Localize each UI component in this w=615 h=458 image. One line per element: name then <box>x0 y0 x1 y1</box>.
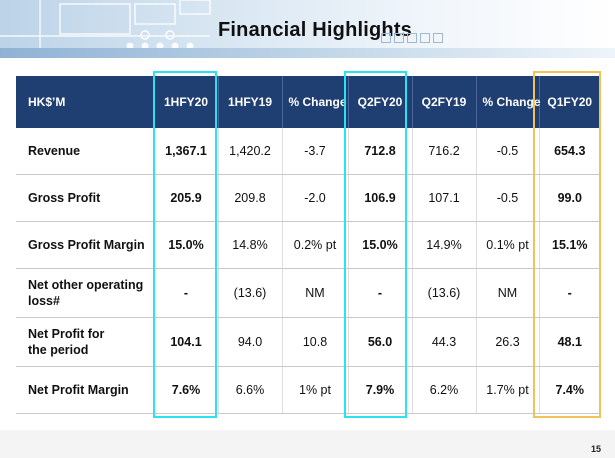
cell-q2fy20: 106.9 <box>348 174 413 222</box>
cell-q2fy20: 56.0 <box>348 317 413 367</box>
column-header-q2fy19: Q2FY19 <box>412 76 477 128</box>
cell-q2fy20: 712.8 <box>348 128 413 175</box>
cell-half-year-change: -2.0 <box>282 174 349 222</box>
cell-q1fy20: 7.4% <box>539 366 600 414</box>
cell-1hfy20: - <box>154 268 219 318</box>
financial-highlights-table: HK$’M 1HFY20 1HFY19 % Change Q2FY20 Q2FY… <box>16 76 600 414</box>
cell-q1fy20: 654.3 <box>539 128 600 175</box>
column-header-1hfy19: 1HFY19 <box>218 76 283 128</box>
cell-q2fy20: 15.0% <box>348 221 413 269</box>
cell-1hfy20: 1,367.1 <box>154 128 219 175</box>
cell-q2fy20: 7.9% <box>348 366 413 414</box>
cell-q2fy19: 6.2% <box>412 366 477 414</box>
cell-1hfy20: 7.6% <box>154 366 219 414</box>
row-label-line: Net Profit for <box>28 327 105 341</box>
row-label: Gross Profit <box>16 174 155 222</box>
cell-q2fy19: 716.2 <box>412 128 477 175</box>
cell-q2fy20: - <box>348 268 413 318</box>
cell-half-year-change: 10.8 <box>282 317 349 367</box>
cell-1hfy20: 104.1 <box>154 317 219 367</box>
table-header-row: HK$’M 1HFY20 1HFY19 % Change Q2FY20 Q2FY… <box>16 76 600 128</box>
row-label: Net Profit Margin <box>16 366 155 414</box>
footer-bar <box>0 430 615 458</box>
row-label-line: loss# <box>28 294 60 308</box>
cell-1hfy19: 94.0 <box>218 317 283 367</box>
cell-quarter-change: NM <box>476 268 540 318</box>
table-row-revenue: Revenue 1,367.1 1,420.2 -3.7 712.8 716.2… <box>16 128 600 175</box>
cell-half-year-change: 1% pt <box>282 366 349 414</box>
title-decoration-squares <box>381 33 443 43</box>
row-label: Revenue <box>16 128 155 175</box>
cell-quarter-change: -0.5 <box>476 128 540 175</box>
column-header-half-year-change: % Change <box>282 76 349 128</box>
cell-half-year-change: 0.2% pt <box>282 221 349 269</box>
cell-q1fy20: 99.0 <box>539 174 600 222</box>
banner-stripe <box>0 48 615 58</box>
page-number: 15 <box>590 444 601 454</box>
table-row-gross-profit-margin: Gross Profit Margin 15.0% 14.8% 0.2% pt … <box>16 221 600 269</box>
cell-q2fy19: 44.3 <box>412 317 477 367</box>
column-header-1hfy20: 1HFY20 <box>154 76 219 128</box>
cell-q1fy20: 15.1% <box>539 221 600 269</box>
table-row-net-other-operating-loss: Net other operating loss# - (13.6) NM - … <box>16 268 600 318</box>
cell-1hfy19: (13.6) <box>218 268 283 318</box>
table-row-net-profit: Net Profit for the period 104.1 94.0 10.… <box>16 317 600 367</box>
cell-1hfy19: 1,420.2 <box>218 128 283 175</box>
cell-1hfy19: 14.8% <box>218 221 283 269</box>
row-label: Net Profit for the period <box>16 317 155 367</box>
cell-quarter-change: 26.3 <box>476 317 540 367</box>
row-label-line: the period <box>28 343 89 357</box>
cell-half-year-change: NM <box>282 268 349 318</box>
cell-half-year-change: -3.7 <box>282 128 349 175</box>
cell-1hfy19: 6.6% <box>218 366 283 414</box>
cell-1hfy20: 205.9 <box>154 174 219 222</box>
cell-quarter-change: 0.1% pt <box>476 221 540 269</box>
title-banner: Financial Highlights <box>0 0 615 58</box>
cell-q1fy20: 48.1 <box>539 317 600 367</box>
column-header-q1fy20: Q1FY20 <box>539 76 600 128</box>
page-title: Financial Highlights <box>218 19 413 41</box>
cell-quarter-change: 1.7% pt <box>476 366 540 414</box>
column-header-unit: HK$’M <box>16 76 155 128</box>
banner-decoration <box>0 0 211 50</box>
cell-quarter-change: -0.5 <box>476 174 540 222</box>
cell-q1fy20: - <box>539 268 600 318</box>
column-header-quarter-change: % Change <box>476 76 541 128</box>
column-header-q2fy20: Q2FY20 <box>348 76 413 128</box>
cell-q2fy19: 107.1 <box>412 174 477 222</box>
cell-q2fy19: (13.6) <box>412 268 477 318</box>
row-label: Net other operating loss# <box>16 268 155 318</box>
row-label: Gross Profit Margin <box>16 221 155 269</box>
cell-q2fy19: 14.9% <box>412 221 477 269</box>
table-row-gross-profit: Gross Profit 205.9 209.8 -2.0 106.9 107.… <box>16 174 600 222</box>
table-row-net-profit-margin: Net Profit Margin 7.6% 6.6% 1% pt 7.9% 6… <box>16 366 600 414</box>
row-label-line: Net other operating <box>28 278 144 292</box>
cell-1hfy19: 209.8 <box>218 174 283 222</box>
cell-1hfy20: 15.0% <box>154 221 219 269</box>
